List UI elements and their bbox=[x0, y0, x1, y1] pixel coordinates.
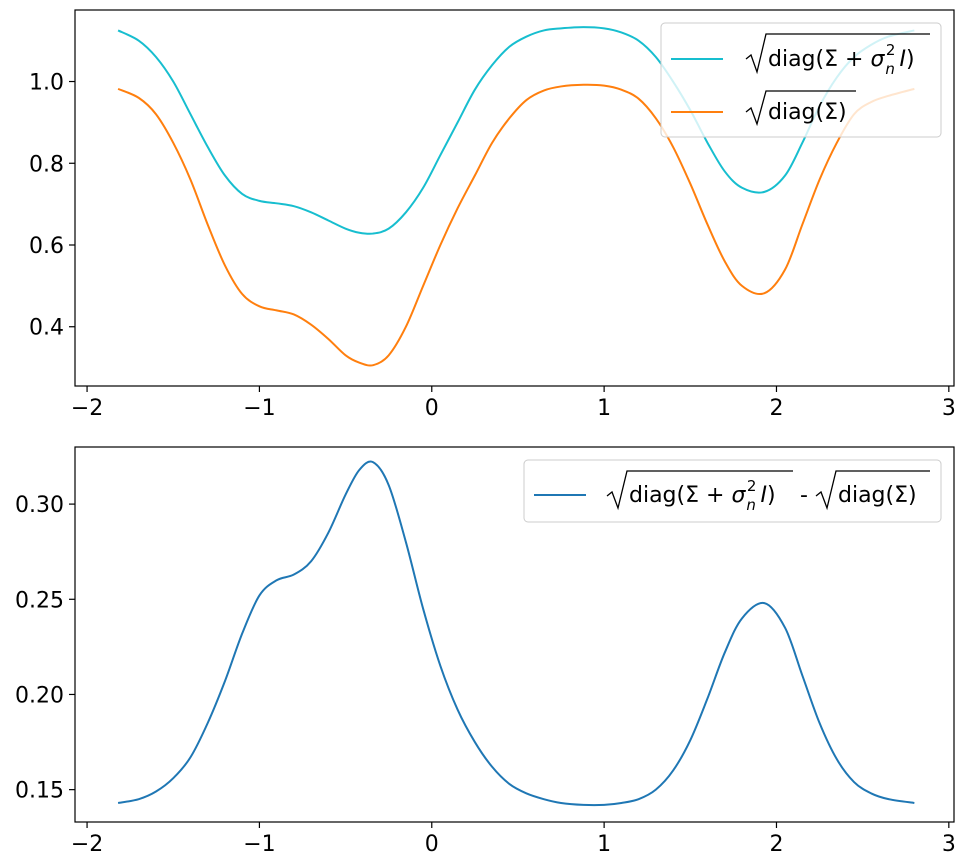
bottom-legend-frame bbox=[523, 459, 942, 523]
bottom-y-axis: 0.15 0.20 0.25 0.30 bbox=[15, 493, 75, 804]
bottom-chart-panel: −2 −1 0 1 2 3 0.15 0.20 0.25 0.30 diag(Σ + σn2 I)… bbox=[15, 446, 956, 857]
series-line-sqrt_total bbox=[117, 26, 915, 235]
x-tick-label: −2 bbox=[71, 396, 103, 421]
y-tick-label: 0.25 bbox=[15, 588, 64, 613]
x-tick-label: 3 bbox=[942, 832, 956, 857]
y-tick-label: 0.8 bbox=[29, 152, 64, 177]
top-y-axis: 0.4 0.6 0.8 1.0 bbox=[29, 71, 75, 341]
legend-label-difference: diag(Σ + σn2 I) - diag(Σ) bbox=[606, 470, 930, 514]
sqrt-radical-icon bbox=[745, 90, 856, 127]
x-tick-label: 3 bbox=[942, 396, 956, 421]
x-tick-label: 2 bbox=[769, 832, 783, 857]
svg-text:-: - bbox=[800, 483, 808, 508]
legend-label-sqrt-diag: diag(Σ) bbox=[745, 90, 856, 127]
bottom-plot-frame bbox=[74, 446, 955, 823]
top-plot-frame bbox=[74, 9, 955, 387]
sqrt-radical-icon bbox=[745, 33, 930, 75]
x-tick-label: 1 bbox=[597, 396, 611, 421]
top-legend: diag(Σ + σn2 I) diag(Σ) bbox=[660, 22, 942, 138]
y-tick-label: 0.4 bbox=[29, 316, 64, 341]
svg-text:diag(Σ): diag(Σ) bbox=[768, 100, 847, 125]
x-tick-label: −1 bbox=[243, 832, 275, 857]
series-line-difference bbox=[117, 460, 915, 807]
bottom-legend: diag(Σ + σn2 I) - diag(Σ) bbox=[523, 459, 942, 523]
sqrt-radical-icon bbox=[815, 470, 930, 511]
top-legend-frame bbox=[660, 22, 942, 138]
bottom-x-axis: −2 −1 0 1 2 3 bbox=[71, 822, 956, 857]
x-tick-label: −2 bbox=[71, 832, 103, 857]
x-tick-label: 2 bbox=[769, 396, 783, 421]
y-tick-label: 1.0 bbox=[29, 71, 64, 96]
y-tick-label: 0.15 bbox=[15, 779, 64, 804]
y-tick-label: 0.30 bbox=[15, 493, 64, 518]
x-tick-label: 0 bbox=[425, 396, 439, 421]
series-line-sqrt_diag bbox=[117, 83, 915, 367]
x-tick-label: 0 bbox=[425, 832, 439, 857]
top-plot-area bbox=[117, 26, 915, 367]
x-tick-label: 1 bbox=[597, 832, 611, 857]
legend-label-sqrt-total: diag(Σ + σn2 I) bbox=[745, 33, 930, 78]
top-chart-panel: −2 −1 0 1 2 3 0.4 0.6 0.8 1.0 diag(Σ + σn2 I) dia… bbox=[29, 9, 956, 421]
sqrt-radical-icon bbox=[606, 470, 793, 511]
svg-text:diag(Σ): diag(Σ) bbox=[838, 483, 917, 508]
bottom-plot-area bbox=[117, 460, 915, 807]
y-tick-label: 0.6 bbox=[29, 234, 64, 259]
y-tick-label: 0.20 bbox=[15, 683, 64, 708]
x-tick-label: −1 bbox=[243, 396, 275, 421]
top-x-axis: −2 −1 0 1 2 3 bbox=[71, 386, 956, 421]
